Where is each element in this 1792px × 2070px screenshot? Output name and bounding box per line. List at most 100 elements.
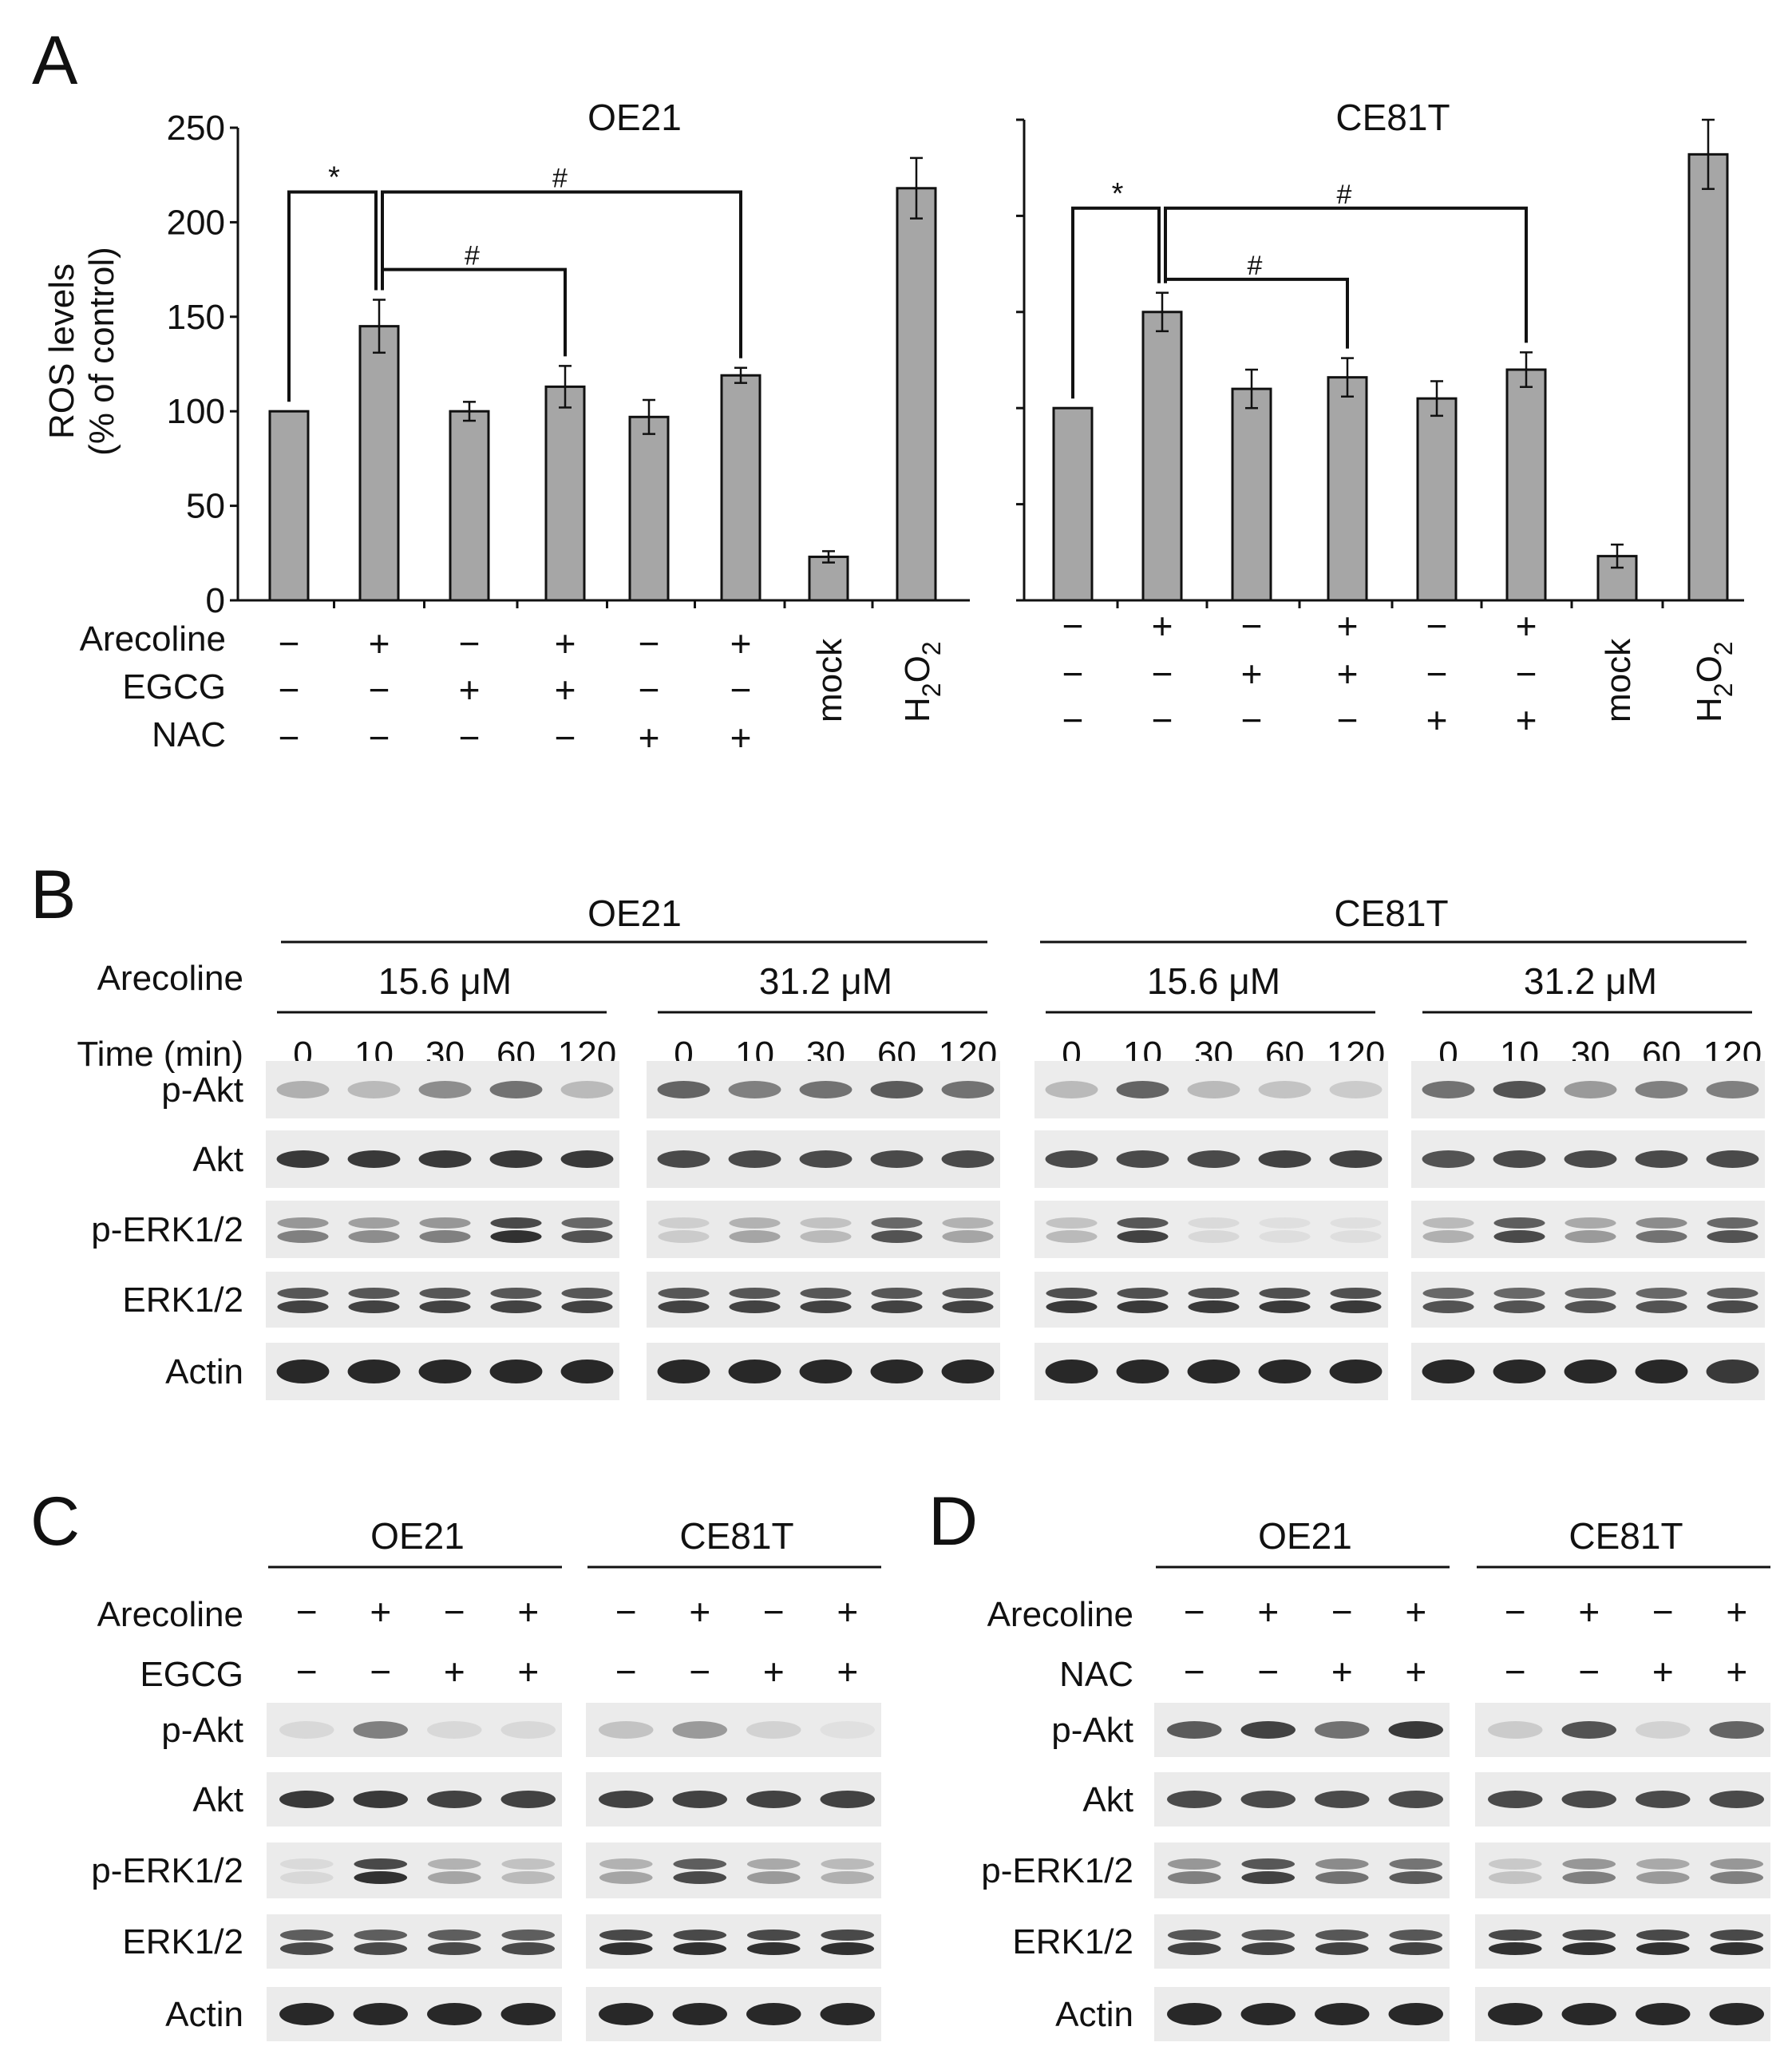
- blot-strip: [1475, 1914, 1770, 1969]
- sign: +: [837, 1651, 858, 1692]
- bar: [896, 187, 937, 602]
- blot-band-upper: [348, 1288, 400, 1299]
- blot-band-lower: [1315, 1871, 1369, 1884]
- blot-band-upper: [1493, 1288, 1545, 1299]
- blot-band: [427, 1721, 482, 1739]
- sign-egcg: −: [369, 669, 390, 710]
- panel-a: A ROS levels (% of control) OE21 0 50 100 15…: [32, 22, 1744, 758]
- blot-strip: [1034, 1201, 1388, 1258]
- treatment-label-egcg: EGCG: [122, 667, 226, 706]
- panel-b: B OE21 CE81T Arecoline Time (min) 15.6 μ…: [30, 857, 1765, 1400]
- panel-a-letter: A: [32, 22, 78, 99]
- blot-band: [1561, 1721, 1616, 1739]
- panel-b-row-label-time: Time (min): [77, 1035, 243, 1074]
- blot-band: [1187, 1360, 1240, 1383]
- significance-bracket-hash-outer: [1164, 206, 1528, 343]
- chart-title: CE81T: [1335, 97, 1450, 138]
- blot-band: [353, 1721, 408, 1739]
- blot-band: [500, 1721, 556, 1739]
- significance-label-star: *: [328, 161, 340, 195]
- blot-band: [1706, 1360, 1759, 1383]
- treatment-label: Arecoline: [97, 1595, 243, 1634]
- sign-egcg: −: [1152, 653, 1173, 695]
- blot-band-lower: [1046, 1300, 1098, 1313]
- blot-band-lower: [1707, 1230, 1758, 1243]
- blot-band: [1709, 1791, 1764, 1808]
- bar: [544, 385, 586, 602]
- blot-band-upper: [1389, 1929, 1443, 1941]
- blot-band-lower: [746, 1871, 801, 1884]
- blot-band-lower: [1241, 1871, 1296, 1884]
- blot-band: [657, 1360, 710, 1383]
- panel-d-letter: D: [928, 1483, 978, 1560]
- blot-band: [820, 1721, 875, 1739]
- blot-band-upper: [673, 1858, 727, 1870]
- blot-band-lower: [821, 1871, 875, 1884]
- blot-band-upper: [1259, 1288, 1311, 1299]
- blot-band: [870, 1150, 924, 1168]
- treatment-labels: Arecoline EGCG NAC: [80, 619, 226, 754]
- panel-c-header: OE21− + − +− − + +CE81T− + − +− − + +ArecolineEGCGp-…: [91, 1515, 881, 2034]
- blot-band-upper: [279, 1858, 334, 1870]
- sign: +: [370, 1591, 391, 1633]
- blot-band-lower: [1315, 1942, 1369, 1955]
- bar: [1687, 152, 1729, 602]
- protein-label: p-ERK1/2: [91, 1210, 243, 1249]
- blot-band-lower: [501, 1871, 556, 1884]
- dose-label: 15.6 μM: [378, 960, 512, 1002]
- h2o2-label-text: H2O2: [898, 641, 946, 722]
- sign: −: [615, 1651, 637, 1692]
- protein-label: ERK1/2: [1012, 1922, 1133, 1961]
- sign: +: [517, 1591, 539, 1633]
- blot-band: [820, 2003, 875, 2025]
- significance-label-star: *: [1112, 177, 1124, 211]
- sign-egcg: −: [1426, 653, 1448, 695]
- blot-band: [1564, 1150, 1617, 1168]
- blot-band: [1706, 1150, 1759, 1168]
- blot-band-upper: [821, 1858, 875, 1870]
- blot-band: [276, 1081, 330, 1098]
- significance-bracket-hash-inner: [382, 267, 567, 357]
- protein-label: p-ERK1/2: [91, 1851, 243, 1890]
- sign: −: [1257, 1651, 1279, 1692]
- y-tick-label: 200: [167, 203, 225, 242]
- sign-egcg: −: [639, 669, 660, 710]
- sign: −: [1505, 1651, 1526, 1692]
- blot-band: [599, 1721, 654, 1739]
- blot-band-upper: [1488, 1929, 1542, 1941]
- blot-band: [1636, 1721, 1691, 1739]
- blot-band: [1116, 1360, 1169, 1383]
- blot-band-lower: [348, 1230, 400, 1243]
- blot-band: [799, 1081, 852, 1098]
- blot-band: [799, 1360, 852, 1383]
- blot-band-upper: [1167, 1929, 1221, 1941]
- blot-band-lower: [599, 1871, 653, 1884]
- blot-band: [941, 1150, 995, 1168]
- protein-label: p-Akt: [161, 1071, 243, 1110]
- blot-band-lower: [871, 1300, 923, 1313]
- blot-band: [1709, 2003, 1764, 2025]
- blot-band: [820, 1791, 875, 1808]
- panel-c: C OE21− + − +− − + +CE81T− + − +− − + +ArecolineEGCG…: [30, 1483, 881, 2041]
- blot-band-upper: [673, 1929, 727, 1941]
- sign-arecoline: −: [1241, 605, 1263, 647]
- blot-strip: [647, 1272, 1000, 1328]
- sign-egcg: +: [1241, 653, 1263, 695]
- blot-band-lower: [658, 1300, 710, 1313]
- y-tick-label: 100: [167, 392, 225, 431]
- blot-strip: [266, 1201, 619, 1258]
- blot-band-lower: [561, 1300, 613, 1313]
- blot-band-lower: [1167, 1942, 1221, 1955]
- blot-band: [1488, 1721, 1543, 1739]
- protein-label: p-Akt: [1051, 1711, 1133, 1750]
- protein-label: Actin: [165, 1352, 243, 1391]
- blot-band: [657, 1150, 710, 1168]
- protein-label: ERK1/2: [122, 1922, 243, 1961]
- blot-band-lower: [561, 1230, 613, 1243]
- blot-band: [347, 1150, 401, 1168]
- blot-band: [1706, 1081, 1759, 1098]
- sign: +: [1257, 1591, 1279, 1633]
- blot-band: [276, 1150, 330, 1168]
- blot-band-lower: [1488, 1942, 1542, 1955]
- blot-band-upper: [1315, 1858, 1369, 1870]
